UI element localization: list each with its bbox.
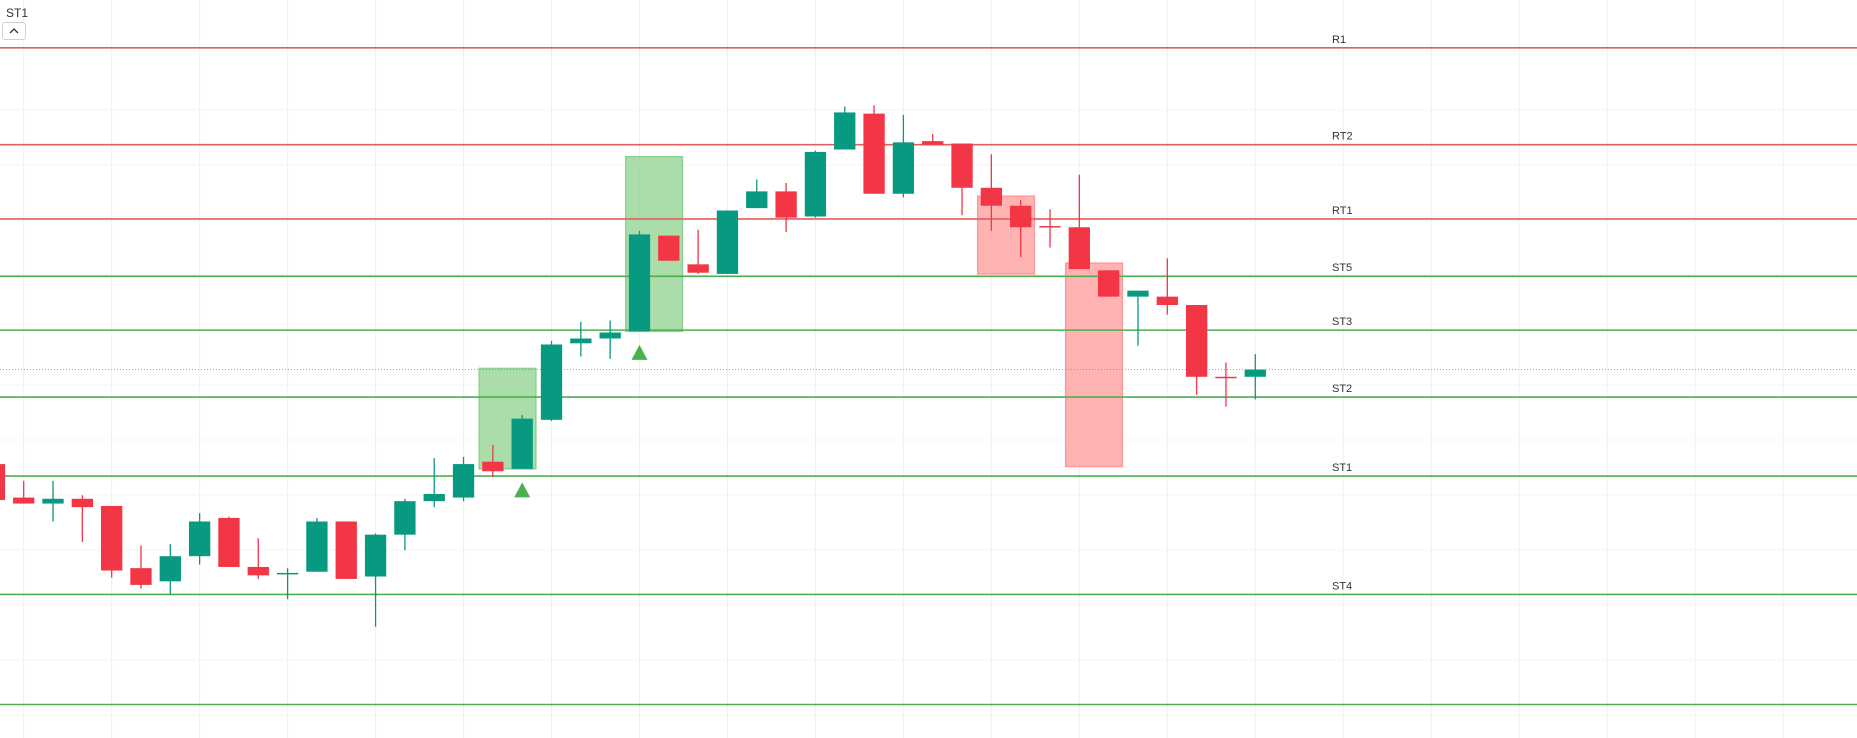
candle-body <box>863 113 885 194</box>
candle-body <box>628 234 651 332</box>
candle-body <box>423 493 445 502</box>
candle-body <box>951 143 973 188</box>
candle-body <box>159 556 181 582</box>
candle-body <box>394 501 416 535</box>
candle-body <box>276 572 299 575</box>
candle-body <box>716 210 739 274</box>
zone <box>1064 262 1124 468</box>
candle-body <box>980 187 1003 206</box>
candle-body <box>71 498 93 508</box>
signal-triangle <box>631 344 648 360</box>
level-label: ST4 <box>1332 580 1352 592</box>
indicator-label: ST1 <box>6 6 29 20</box>
candle-body <box>892 142 915 194</box>
level-label: RT1 <box>1332 205 1353 217</box>
candle-body <box>1244 369 1266 377</box>
candle-body <box>658 235 680 261</box>
candle-body <box>188 521 211 557</box>
candle-body <box>687 264 709 273</box>
candle-body <box>1039 226 1061 228</box>
candle-body <box>540 344 563 420</box>
level-label: ST5 <box>1332 262 1352 274</box>
candle-body <box>247 566 269 576</box>
chevron-icon <box>9 28 19 34</box>
candle-body <box>570 338 592 344</box>
candle-body <box>1215 376 1237 379</box>
candle-body <box>452 464 475 498</box>
candle-body <box>511 418 533 469</box>
candle-body <box>335 521 357 579</box>
collapse-button[interactable] <box>2 22 26 40</box>
candle-body <box>0 464 6 500</box>
signal-triangle <box>514 482 531 498</box>
candle-body <box>482 461 504 472</box>
candle-body <box>804 151 827 217</box>
candle-body <box>130 568 152 585</box>
candle-body <box>1127 290 1149 297</box>
level-label: RT2 <box>1332 131 1353 143</box>
candle-body <box>1156 296 1178 306</box>
candle-body <box>1068 227 1090 270</box>
level-label: ST1 <box>1332 462 1352 474</box>
level-label: ST3 <box>1332 316 1352 328</box>
candle-body <box>775 191 797 218</box>
candle-body <box>13 497 35 504</box>
candle-body <box>922 141 944 145</box>
candle-body <box>599 332 621 339</box>
candle-body <box>364 534 387 577</box>
candle-body <box>218 517 240 567</box>
candle-body <box>834 112 856 150</box>
candle-body <box>1097 270 1120 297</box>
level-label: R1 <box>1332 34 1346 46</box>
candle-body <box>746 191 768 209</box>
level-label: ST2 <box>1332 383 1352 395</box>
candle-body <box>306 521 328 572</box>
candle-body <box>42 498 64 504</box>
candle-body <box>100 505 123 571</box>
candle-body <box>1185 305 1208 377</box>
candle-body <box>1010 205 1032 228</box>
